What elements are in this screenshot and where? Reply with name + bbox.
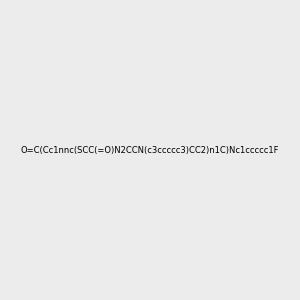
Text: O=C(Cc1nnc(SCC(=O)N2CCN(c3ccccc3)CC2)n1C)Nc1ccccc1F: O=C(Cc1nnc(SCC(=O)N2CCN(c3ccccc3)CC2)n1C… xyxy=(21,146,279,154)
